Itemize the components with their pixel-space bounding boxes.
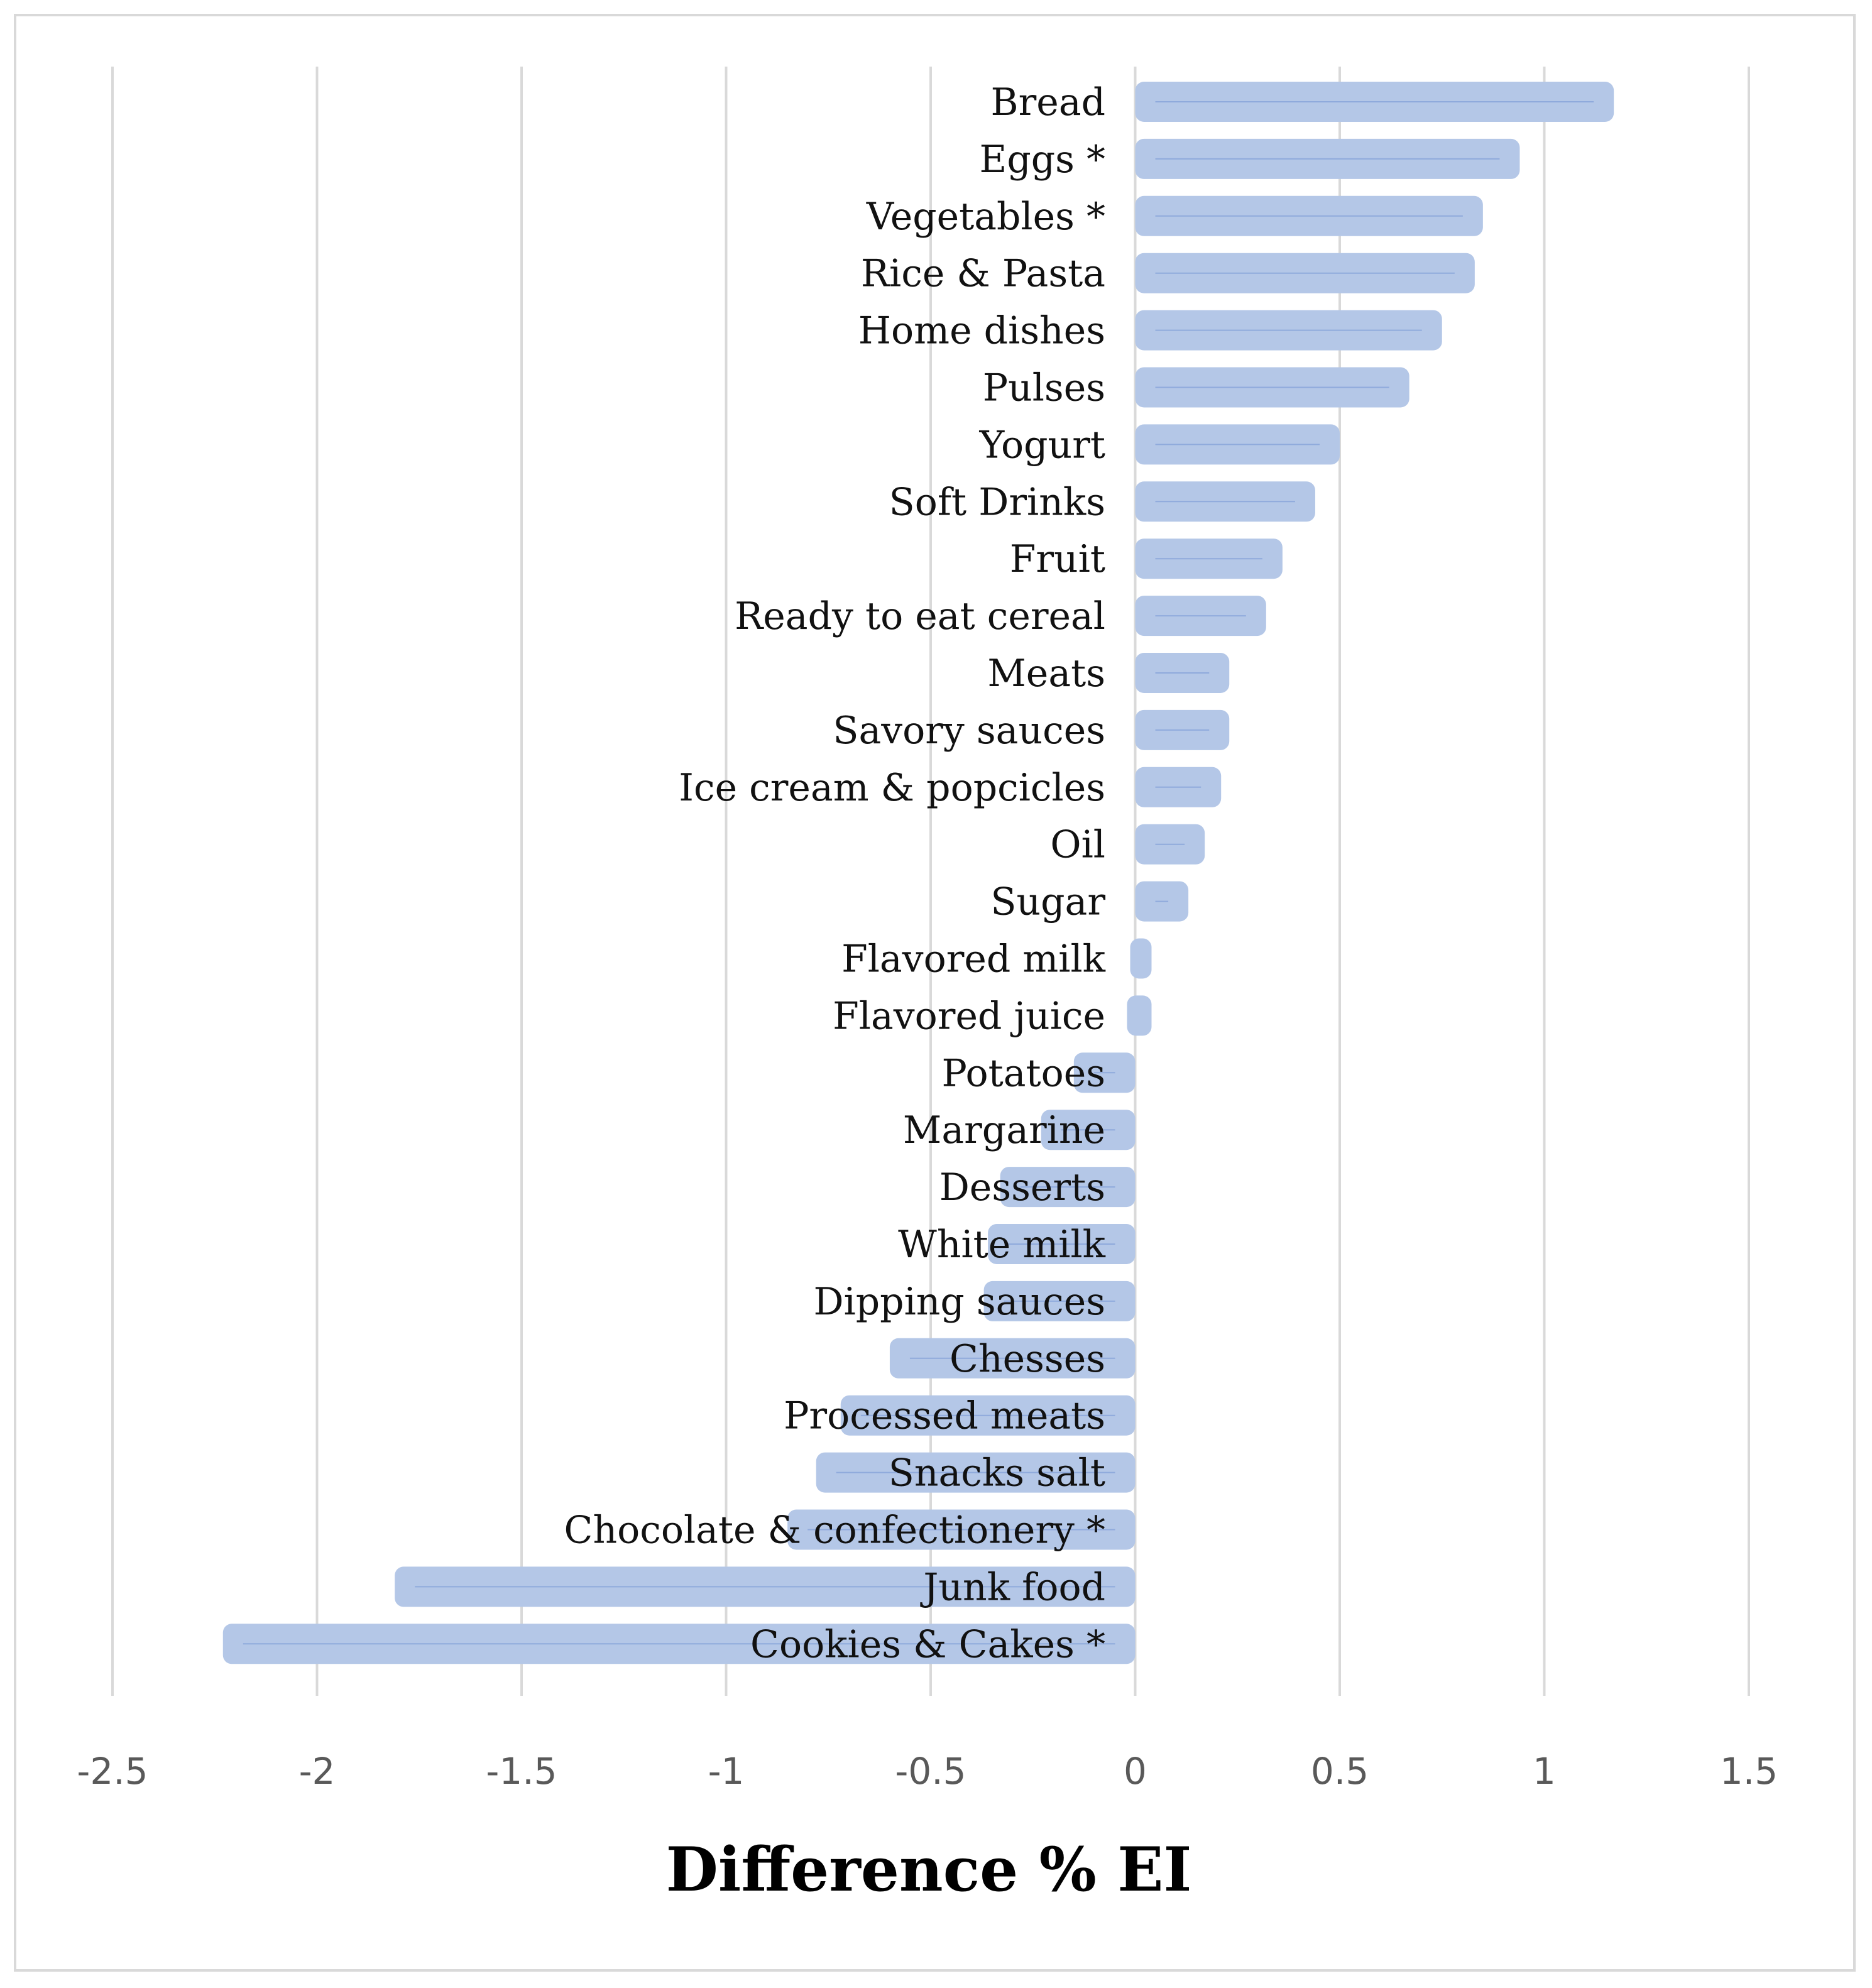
category-label: Ready to eat cereal — [735, 594, 1105, 638]
category-label: Margarine — [903, 1108, 1105, 1152]
category-label: Eggs * — [980, 138, 1105, 182]
category-label: Bread — [991, 80, 1105, 124]
bar-series — [222, 82, 1614, 1664]
x-tick-labels: -2.5 -2 -1.5 -1 -0.5 0 0.5 1 1.5 — [77, 1750, 1778, 1793]
category-label: Vegetables * — [866, 195, 1105, 239]
x-axis-title: Difference % EI — [666, 1834, 1192, 1905]
chart-frame: Bread Eggs * Vegetables * Rice & Pasta Home … — [14, 14, 1856, 1972]
category-label: Sugar — [990, 880, 1105, 924]
category-label: Fruit — [1010, 537, 1105, 581]
x-tick-label: -1.5 — [486, 1750, 557, 1793]
x-tick-label: -1 — [708, 1750, 745, 1793]
category-label: Dipping sauces — [813, 1280, 1105, 1324]
category-label: Processed meats — [784, 1394, 1105, 1438]
x-tick-label: -2.5 — [77, 1750, 148, 1793]
category-label: Meats — [987, 652, 1105, 696]
x-tick-label: 1 — [1533, 1750, 1556, 1793]
category-label: Yogurt — [979, 423, 1105, 467]
x-tick-label: -2 — [299, 1750, 336, 1793]
category-label: Snacks salt — [889, 1451, 1105, 1495]
category-label: Soft Drinks — [889, 480, 1105, 524]
x-tick-label: -0.5 — [895, 1750, 966, 1793]
category-label: Savory sauces — [833, 709, 1105, 753]
category-label: Chocolate & confectionery * — [564, 1509, 1105, 1553]
category-label: Desserts — [939, 1166, 1105, 1210]
category-label: Oil — [1050, 823, 1105, 867]
bar-chart: Bread Eggs * Vegetables * Rice & Pasta Home … — [77, 67, 1778, 1905]
category-label: Flavored milk — [841, 937, 1106, 981]
category-label: Chesses — [950, 1337, 1105, 1381]
category-label: Home dishes — [858, 309, 1105, 353]
category-label: Ice cream & popcicles — [679, 766, 1105, 810]
x-tick-label: 0.5 — [1311, 1750, 1369, 1793]
category-label: Potatoes — [942, 1051, 1105, 1095]
x-tick-label: 1.5 — [1720, 1750, 1778, 1793]
category-label: Junk food — [919, 1565, 1105, 1609]
bar — [1127, 995, 1152, 1036]
category-label: White milk — [898, 1223, 1105, 1267]
x-tick-label: 0 — [1124, 1750, 1147, 1793]
category-label: Cookies & Cakes * — [750, 1622, 1105, 1666]
category-label: Rice & Pasta — [861, 252, 1105, 296]
category-label: Pulses — [983, 366, 1105, 410]
category-labels: Bread Eggs * Vegetables * Rice & Pasta Home … — [564, 80, 1106, 1666]
bar — [1130, 938, 1152, 979]
category-label: Flavored juice — [833, 994, 1105, 1038]
